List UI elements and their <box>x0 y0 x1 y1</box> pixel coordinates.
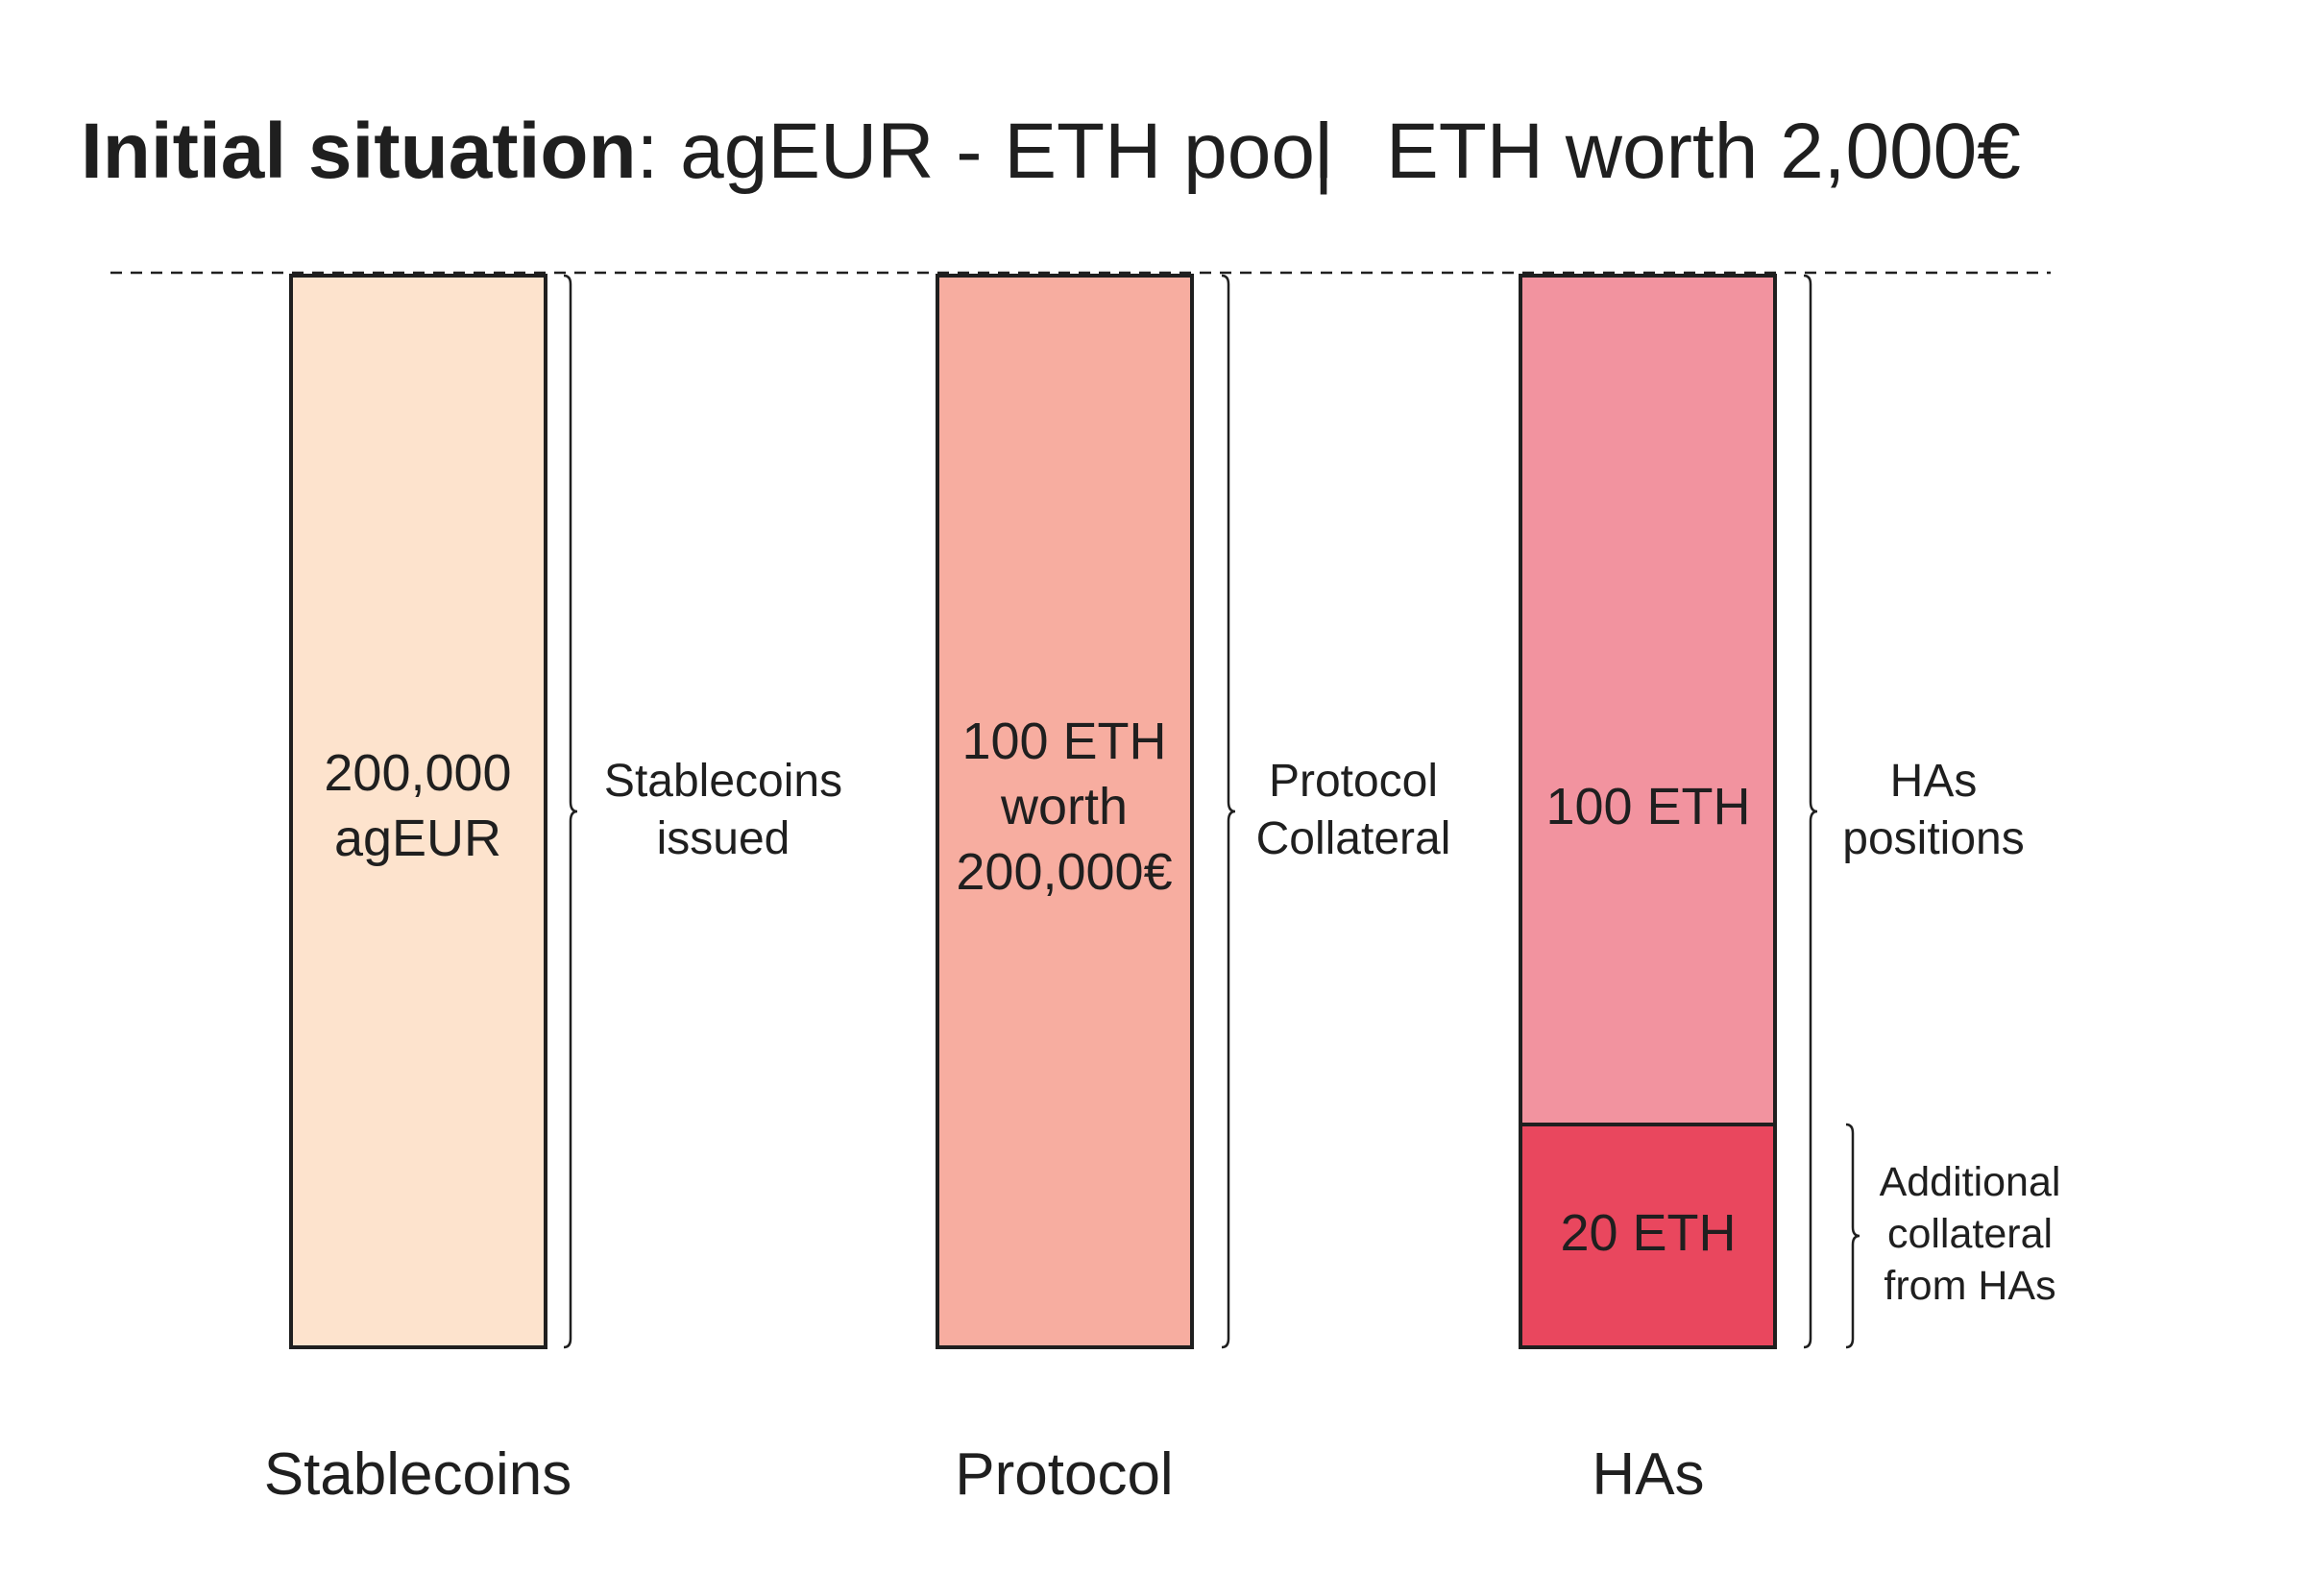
title-separator: | <box>1313 108 1333 195</box>
stablecoins-brace <box>563 274 578 1349</box>
has-additional-line2: collateral <box>1887 1211 2053 1257</box>
has-additional-brace <box>1845 1123 1860 1349</box>
has-additional-amount: 20 ETH <box>1560 1204 1736 1262</box>
has-positions-amount: 100 ETH <box>1545 778 1750 835</box>
has-positions-brace <box>1803 274 1818 1349</box>
stablecoins-column-label: Stablecoins <box>264 1441 572 1508</box>
title-pool-part: : agEUR - ETH pool <box>637 108 1333 195</box>
has-brace-line1: HAs <box>1890 756 1978 807</box>
stablecoins-brace-line1: Stablecoins <box>604 756 842 807</box>
protocol-brace-line2: Collateral <box>1256 813 1451 864</box>
protocol-bar-worth: worth <box>1000 778 1128 835</box>
protocol-brace-line1: Protocol <box>1269 756 1438 807</box>
diagram-title: Initial situation: agEUR - ETH pool <box>81 108 1332 195</box>
has-brace-line2: positions <box>1842 813 2024 864</box>
stablecoins-bar-amount: 200,000 <box>324 744 511 802</box>
protocol-bar-eth: 100 ETH <box>961 713 1166 770</box>
title-bold-part: Initial situation <box>81 108 637 195</box>
protocol-bar <box>936 274 1194 1349</box>
protocol-bar-value: 200,000€ <box>956 843 1172 901</box>
stablecoins-bar <box>289 274 547 1349</box>
stablecoins-brace-line2: issued <box>657 813 790 864</box>
protocol-brace <box>1221 274 1236 1349</box>
has-additional-line1: Additional <box>1880 1159 2061 1205</box>
stablecoins-bar-unit: agEUR <box>334 810 501 867</box>
has-additional-collateral-segment <box>1519 1123 1777 1349</box>
has-positions-segment <box>1519 274 1777 1126</box>
title-eth-price: ETH worth 2,000€ <box>1386 108 2021 195</box>
has-additional-line3: from HAs <box>1884 1263 2055 1309</box>
protocol-column-label: Protocol <box>955 1441 1173 1508</box>
has-column-label: HAs <box>1592 1441 1704 1508</box>
